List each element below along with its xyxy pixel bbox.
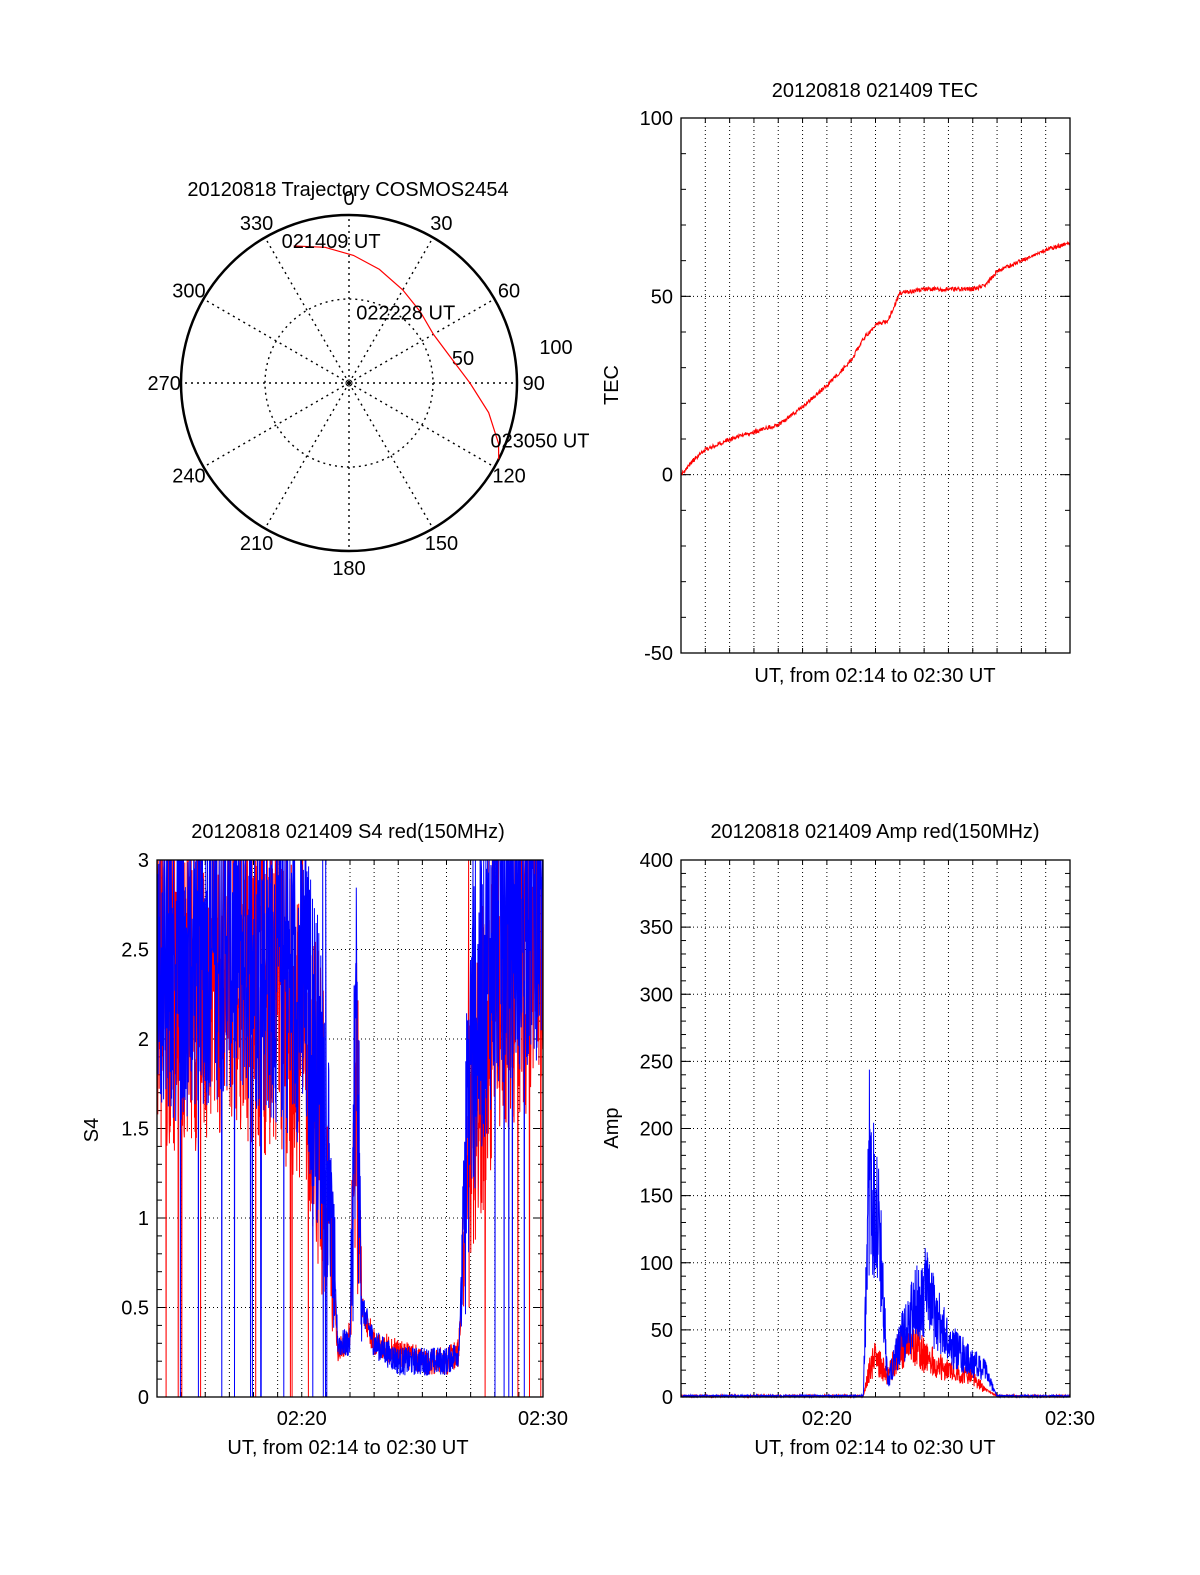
amp-xlabel: UT, from 02:14 to 02:30 UT bbox=[754, 1437, 995, 1459]
y-tick-label: 2.5 bbox=[121, 940, 149, 962]
tec-xlabel: UT, from 02:14 to 02:30 UT bbox=[754, 665, 995, 687]
tec-title: 20120818 021409 TEC bbox=[772, 80, 978, 102]
y-tick-label: 100 bbox=[640, 108, 673, 130]
y-tick-label: 0 bbox=[662, 1387, 673, 1409]
polar-spoke bbox=[264, 382, 350, 529]
y-tick-label: 100 bbox=[640, 1253, 673, 1275]
y-tick-label: 50 bbox=[651, 286, 673, 308]
y-tick-label: 0.5 bbox=[121, 1298, 149, 1320]
y-tick-label: 300 bbox=[640, 984, 673, 1006]
plot-frame bbox=[680, 117, 1071, 654]
amp-chart: 20120818 021409 Amp red(150MHz) UT, from… bbox=[601, 821, 1095, 1459]
s4-xlabel: UT, from 02:14 to 02:30 UT bbox=[227, 1437, 468, 1459]
polar-azimuth-label: 180 bbox=[332, 558, 365, 580]
polar-spoke bbox=[203, 382, 350, 468]
y-tick-label: 350 bbox=[640, 917, 673, 939]
polar-azimuth-label: 330 bbox=[240, 213, 273, 235]
y-tick-label: 250 bbox=[640, 1051, 673, 1073]
y-tick-label: 0 bbox=[662, 465, 673, 487]
polar-azimuth-label: 150 bbox=[425, 533, 458, 555]
y-tick-label: 200 bbox=[640, 1119, 673, 1141]
polar-azimuth-label: 60 bbox=[498, 281, 520, 303]
y-tick-label: 150 bbox=[640, 1186, 673, 1208]
y-tick-label: 1.5 bbox=[121, 1119, 149, 1141]
amp-title: 20120818 021409 Amp red(150MHz) bbox=[710, 821, 1039, 843]
polar-azimuth-label: 120 bbox=[492, 465, 525, 487]
polar-spoke bbox=[264, 237, 350, 384]
x-tick-label: 02:30 bbox=[518, 1408, 568, 1430]
polar-spoke bbox=[348, 382, 495, 468]
polar-spoke bbox=[203, 298, 350, 384]
polar-azimuth-label: 300 bbox=[172, 281, 205, 303]
polar-azimuth-label: 30 bbox=[430, 213, 452, 235]
s4-title: 20120818 021409 S4 red(150MHz) bbox=[191, 821, 505, 843]
polar-trajectory-line bbox=[293, 245, 500, 460]
series-line bbox=[156, 859, 544, 1398]
y-tick-label: -50 bbox=[644, 643, 673, 665]
polar-trajectory-chart: 20120818 Trajectory COSMOS2454 0 30 60 90 12… bbox=[148, 179, 590, 580]
series-line bbox=[680, 240, 1071, 476]
polar-spoke bbox=[348, 382, 434, 529]
y-tick-label: 2 bbox=[138, 1029, 149, 1051]
polar-radial-label: 100 bbox=[539, 337, 572, 359]
polar-azimuth-label: 240 bbox=[172, 465, 205, 487]
polar-spoke bbox=[348, 237, 434, 384]
x-tick-label: 02:20 bbox=[802, 1408, 852, 1430]
x-tick-label: 02:30 bbox=[1045, 1408, 1095, 1430]
polar-annotation: 023050 UT bbox=[491, 430, 590, 452]
polar-azimuth-label: 0 bbox=[343, 188, 354, 210]
polar-spoke bbox=[348, 298, 495, 384]
polar-annotation: 021409 UT bbox=[282, 231, 381, 253]
polar-annotation: 022228 UT bbox=[356, 303, 455, 325]
amp-ylabel: Amp bbox=[601, 1107, 623, 1148]
tec-ylabel: TEC bbox=[601, 365, 623, 405]
polar-center bbox=[345, 379, 353, 387]
s4-ylabel: S4 bbox=[81, 1118, 103, 1142]
y-tick-label: 3 bbox=[138, 850, 149, 872]
polar-radial-label: 50 bbox=[452, 348, 474, 370]
polar-outer-ring bbox=[179, 213, 519, 553]
polar-azimuth-label: 270 bbox=[148, 373, 181, 395]
plot-frame bbox=[680, 859, 1071, 1398]
series-line bbox=[680, 1326, 1071, 1399]
y-tick-label: 1 bbox=[138, 1208, 149, 1230]
y-tick-label: 50 bbox=[651, 1320, 673, 1342]
polar-title: 20120818 Trajectory COSMOS2454 bbox=[187, 179, 508, 201]
y-tick-label: 400 bbox=[640, 850, 673, 872]
polar-azimuth-label: 210 bbox=[240, 533, 273, 555]
x-tick-label: 02:20 bbox=[277, 1408, 327, 1430]
plot-frame bbox=[156, 859, 544, 1398]
s4-chart: 20120818 021409 S4 red(150MHz) UT, from … bbox=[81, 821, 568, 1459]
tec-chart: 20120818 021409 TEC UT, from 02:14 to 02… bbox=[601, 80, 1071, 687]
y-tick-label: 0 bbox=[138, 1387, 149, 1409]
polar-azimuth-label: 90 bbox=[523, 373, 545, 395]
